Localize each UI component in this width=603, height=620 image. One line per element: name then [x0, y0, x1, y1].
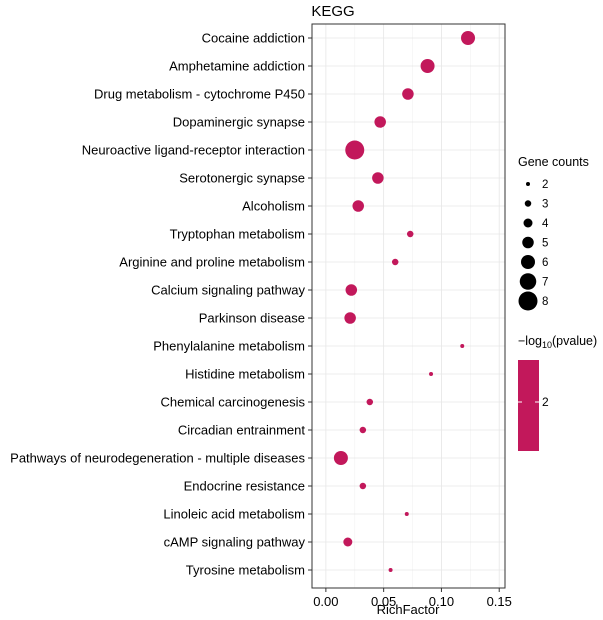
- color-legend-title: −log10(pvalue): [518, 334, 597, 350]
- data-point: [402, 88, 414, 100]
- data-point: [429, 372, 434, 376]
- data-point: [359, 482, 367, 490]
- size-legend-key: [523, 218, 533, 228]
- y-category-label: Alcoholism: [242, 199, 305, 214]
- data-point: [420, 59, 435, 73]
- size-legend-label: 2: [542, 179, 548, 191]
- y-category-label: cAMP signaling pathway: [164, 535, 306, 550]
- color-bar-tick-label: 2: [542, 395, 549, 409]
- y-category-label: Drug metabolism - cytochrome P450: [94, 87, 305, 102]
- size-legend-label: 3: [542, 199, 548, 211]
- data-point: [343, 537, 353, 547]
- data-point: [388, 568, 393, 572]
- y-category-label: Chemical carcinogenesis: [160, 395, 305, 410]
- data-point: [461, 31, 476, 45]
- y-axis-ticks: [308, 37, 312, 571]
- size-legend-label: 5: [542, 238, 548, 250]
- y-category-label: Phenylalanine metabolism: [153, 339, 305, 354]
- y-category-label: Calcium signaling pathway: [151, 283, 305, 298]
- size-legend-label: 6: [542, 257, 548, 269]
- data-point: [406, 230, 414, 238]
- x-tick-label: 0.10: [429, 594, 454, 609]
- data-point: [404, 512, 409, 516]
- plot-panel: [311, 23, 506, 589]
- y-category-label: Parkinson disease: [199, 311, 305, 326]
- grid-lines: [312, 24, 505, 588]
- data-point: [460, 344, 465, 348]
- y-category-label: Circadian entrainment: [178, 423, 306, 438]
- size-legend-title: Gene counts: [518, 155, 589, 169]
- x-tick-label: 0.05: [371, 594, 396, 609]
- y-category-label: Linoleic acid metabolism: [163, 507, 305, 522]
- y-category-label: Endocrine resistance: [184, 479, 305, 494]
- color-bar: [518, 360, 539, 451]
- data-point: [345, 284, 358, 296]
- y-category-label: Tyrosine metabolism: [186, 563, 305, 578]
- y-category-label: Neuroactive ligand-receptor interaction: [82, 143, 305, 158]
- size-legend-key: [519, 273, 537, 290]
- y-category-label: Cocaine addiction: [202, 31, 305, 46]
- color-legend-title-suffix: (pvalue): [552, 334, 597, 348]
- data-point: [374, 116, 386, 128]
- y-category-label: Serotonergic synapse: [179, 171, 305, 186]
- size-legend-key: [522, 236, 534, 249]
- data-points: [333, 31, 476, 572]
- data-point: [344, 312, 356, 324]
- color-legend-title-subscript: 10: [542, 340, 552, 350]
- color-legend: −log10(pvalue) 2: [518, 334, 597, 451]
- y-category-label: Amphetamine addiction: [169, 59, 305, 74]
- size-legend: Gene counts 2 3 4 5 6 7 8: [518, 155, 589, 311]
- size-legend-key: [526, 182, 530, 186]
- color-legend-title-prefix: −log: [518, 334, 542, 348]
- x-axis-label: RichFactor: [377, 602, 441, 617]
- chart-title: KEGG: [311, 3, 354, 20]
- y-category-label: Dopaminergic synapse: [173, 115, 305, 130]
- y-category-label: Pathways of neurodegeneration - multiple…: [10, 451, 305, 466]
- x-tick-label: 0.00: [313, 594, 338, 609]
- y-axis-labels: Cocaine addiction Amphetamine addiction Dr…: [10, 31, 305, 578]
- y-category-label: Arginine and proline metabolism: [119, 255, 305, 270]
- size-legend-label: 7: [542, 277, 548, 289]
- size-legend-key: [518, 291, 538, 311]
- data-point: [391, 258, 399, 266]
- x-axis-ticks: 0.00 0.05 0.10 0.15: [313, 588, 512, 609]
- data-point: [345, 140, 365, 160]
- size-legend-key: [521, 255, 535, 269]
- y-category-label: Tryptophan metabolism: [170, 227, 305, 242]
- size-legend-label: 8: [542, 296, 548, 308]
- size-legend-key: [524, 200, 532, 207]
- y-category-label: Histidine metabolism: [185, 367, 305, 382]
- size-legend-label: 4: [542, 218, 549, 230]
- x-tick-label: 0.15: [487, 594, 512, 609]
- data-point: [366, 398, 374, 406]
- data-point: [372, 172, 384, 184]
- data-point: [333, 451, 348, 465]
- data-point: [352, 200, 364, 212]
- data-point: [359, 426, 367, 434]
